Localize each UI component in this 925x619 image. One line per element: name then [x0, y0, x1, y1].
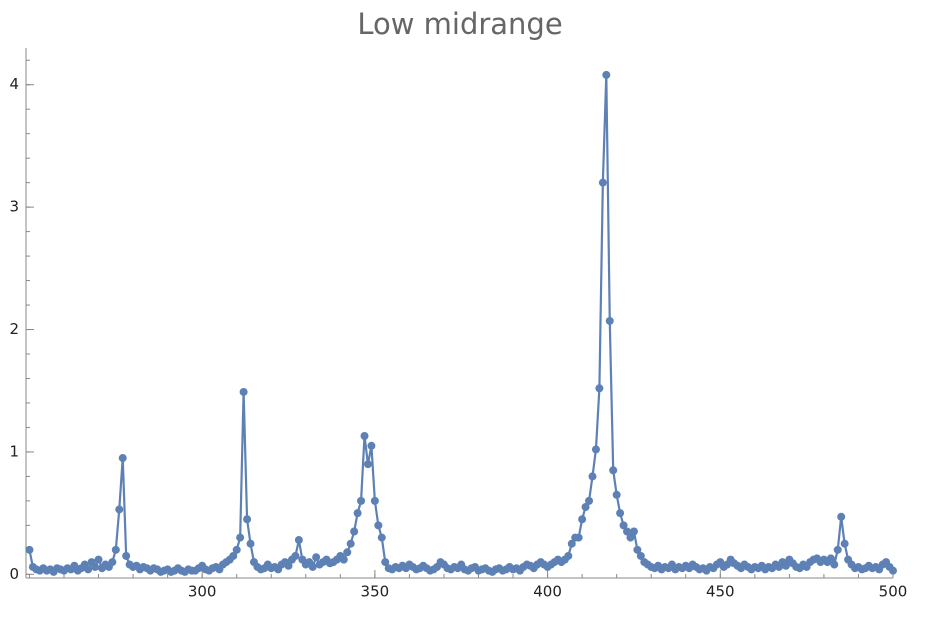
data-point	[602, 70, 611, 79]
data-point	[108, 558, 117, 567]
data-point	[312, 553, 321, 562]
x-tick-label: 350	[361, 583, 390, 601]
data-point	[25, 545, 34, 554]
data-point	[367, 441, 376, 450]
data-point	[294, 536, 303, 545]
data-point	[588, 472, 597, 481]
y-tick-label: 2	[9, 320, 19, 338]
data-point	[889, 566, 897, 575]
data-point	[118, 454, 127, 463]
data-point	[623, 527, 632, 536]
data-point	[308, 562, 317, 571]
data-point	[357, 496, 366, 505]
data-point	[781, 561, 790, 570]
data-point	[350, 527, 359, 536]
data-point	[840, 539, 849, 548]
x-tick-label: 500	[879, 583, 908, 601]
data-point	[578, 515, 587, 524]
data-point	[619, 521, 628, 530]
data-point	[343, 548, 352, 557]
series-line	[28, 73, 894, 573]
data-point	[581, 503, 590, 512]
data-point	[826, 554, 835, 563]
data-point	[346, 539, 355, 548]
x-tick-label: 450	[706, 583, 735, 601]
x-tick-label: 300	[188, 583, 217, 601]
x-tick-label: 400	[533, 583, 562, 601]
data-point	[612, 490, 621, 499]
data-point	[236, 533, 245, 542]
data-point	[605, 316, 614, 325]
y-tick-label: 1	[9, 442, 19, 460]
data-point	[239, 387, 248, 396]
data-point	[363, 460, 372, 469]
data-point	[374, 521, 383, 530]
data-point	[84, 565, 93, 574]
data-point	[574, 533, 583, 542]
data-point	[837, 512, 846, 521]
data-point	[585, 496, 594, 505]
data-point	[626, 533, 635, 542]
data-point	[115, 505, 124, 514]
y-tick-label: 4	[9, 75, 19, 93]
data-point	[360, 432, 369, 441]
chart-title: Low midrange	[357, 7, 562, 41]
data-point	[284, 561, 293, 570]
data-point	[291, 551, 300, 560]
data-point	[353, 509, 362, 518]
data-point	[595, 384, 604, 393]
data-point	[616, 509, 625, 518]
data-point	[370, 496, 379, 505]
data-point	[94, 555, 103, 564]
data-point	[636, 551, 645, 560]
data-point	[830, 560, 839, 569]
data-point	[629, 527, 638, 536]
data-point	[598, 178, 607, 187]
data-point	[91, 562, 100, 571]
data-point	[377, 533, 386, 542]
data-point	[833, 545, 842, 554]
data-point	[243, 515, 252, 524]
data-point	[564, 551, 573, 560]
data-point	[339, 555, 348, 564]
data-point	[567, 539, 576, 548]
y-tick-label: 0	[9, 565, 19, 583]
data-point	[246, 539, 255, 548]
data-point	[111, 545, 120, 554]
data-point	[229, 551, 238, 560]
data-point	[232, 545, 241, 554]
data-point	[591, 445, 600, 454]
y-tick-label: 3	[9, 198, 19, 216]
data-point	[633, 545, 642, 554]
data-point	[381, 558, 390, 567]
data-point	[609, 466, 618, 475]
data-point	[122, 551, 131, 560]
